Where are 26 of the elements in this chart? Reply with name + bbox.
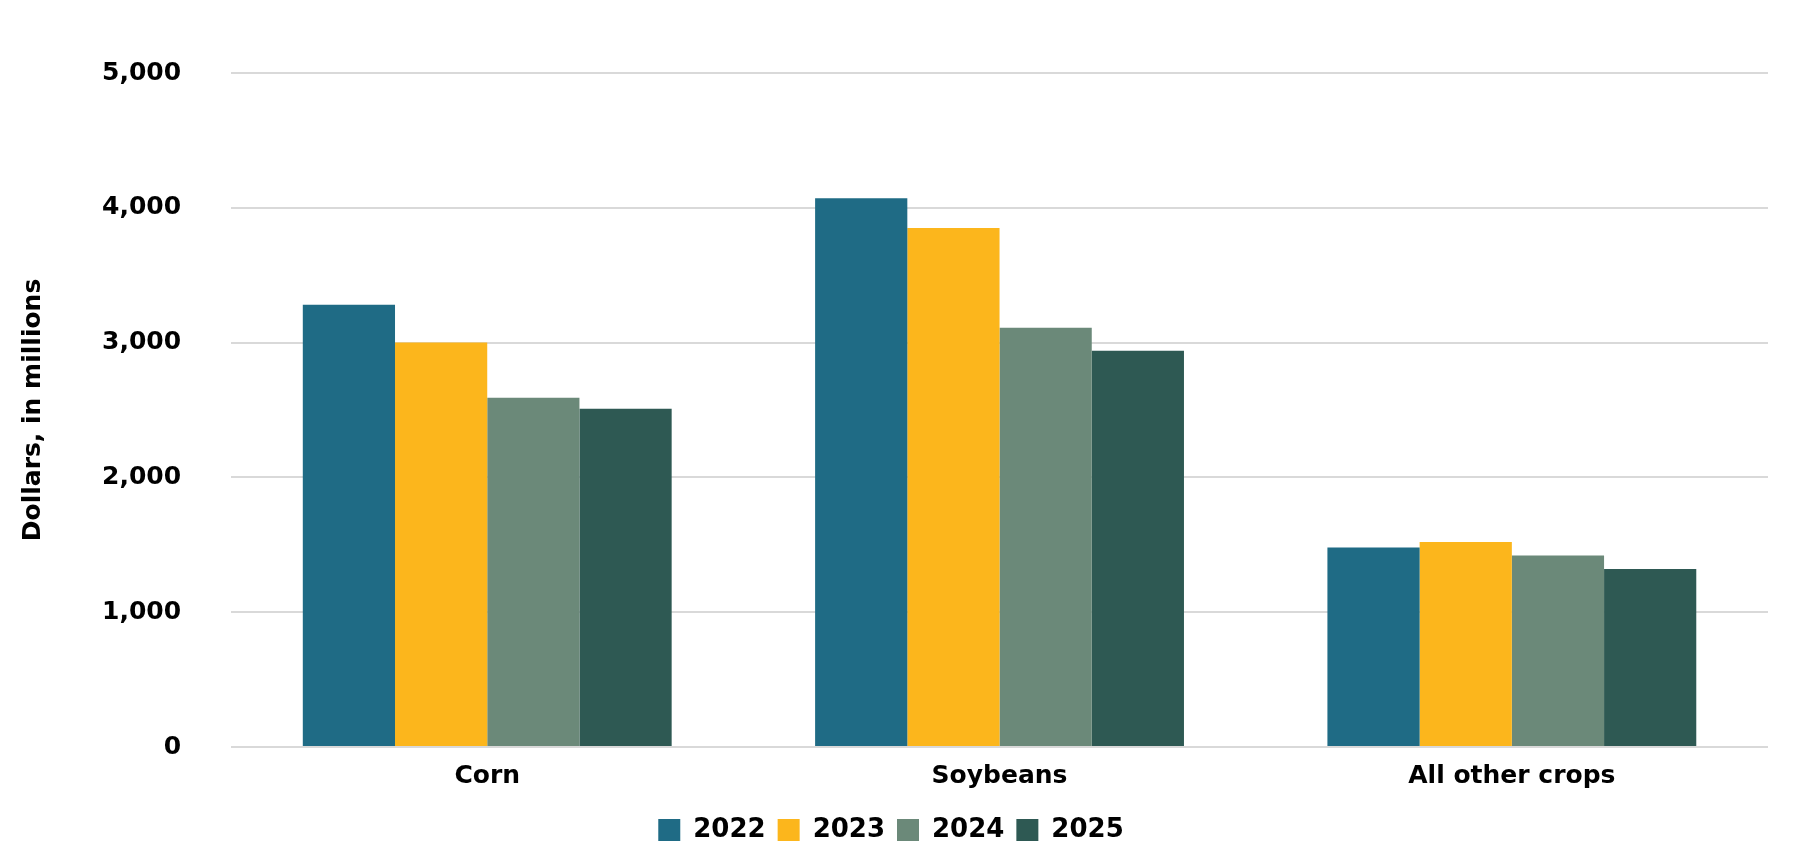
legend-label: 2023 bbox=[812, 812, 886, 843]
legend-label: 2025 bbox=[1051, 812, 1124, 843]
bar bbox=[999, 327, 1092, 746]
y-tick-label: 0 bbox=[163, 730, 182, 760]
y-tick-label: 2,000 bbox=[102, 460, 182, 490]
bar bbox=[1604, 569, 1697, 746]
bar bbox=[1419, 542, 1512, 746]
bar bbox=[1511, 555, 1605, 746]
x-tick-label: All other crops bbox=[1408, 759, 1616, 789]
y-tick-label: 3,000 bbox=[102, 326, 182, 356]
bar bbox=[487, 397, 580, 746]
bar bbox=[579, 408, 672, 746]
x-tick-label: Soybeans bbox=[931, 759, 1068, 789]
y-tick-label: 4,000 bbox=[102, 191, 182, 221]
x-tick-label: Corn bbox=[454, 759, 521, 789]
legend-label: 2024 bbox=[932, 812, 1005, 843]
bar bbox=[395, 342, 488, 746]
bar bbox=[1327, 547, 1420, 746]
y-tick-label: 1,000 bbox=[102, 595, 182, 625]
bar bbox=[1091, 350, 1184, 746]
legend-label: 2022 bbox=[693, 812, 766, 843]
bar bbox=[815, 198, 908, 746]
y-tick-label: 5,000 bbox=[102, 56, 182, 86]
bar bbox=[302, 304, 396, 746]
bar bbox=[907, 228, 1000, 746]
y-axis-title: Dollars, in millions bbox=[16, 278, 46, 542]
